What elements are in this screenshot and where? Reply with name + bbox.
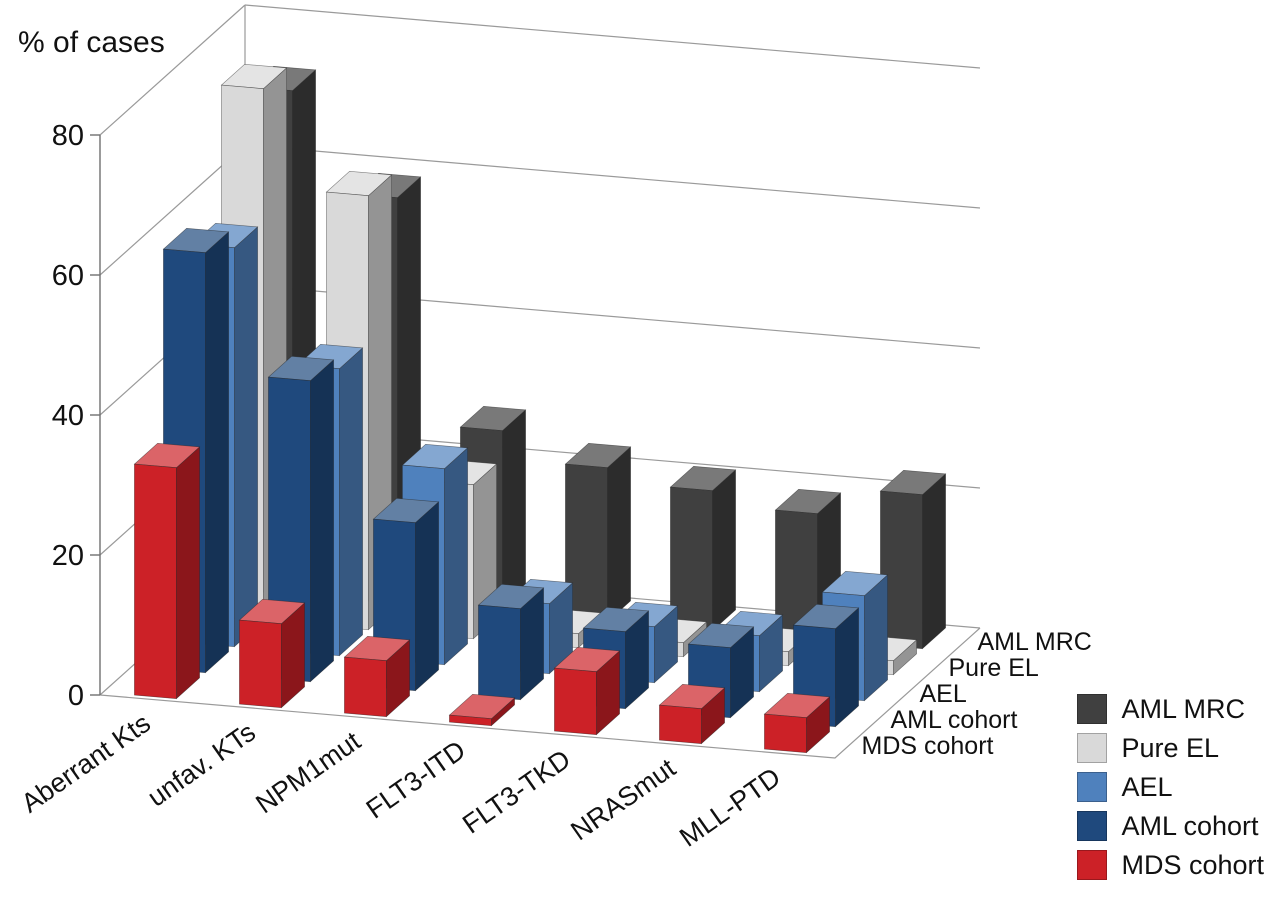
x-category-label: NRASmut [565,753,681,847]
y-tick-label: 60 [52,260,84,292]
gridline [99,144,246,276]
legend-swatch [1077,850,1108,880]
x-category-label: Aberrant Kts [16,708,156,819]
legend-label: AEL [1121,772,1173,802]
bar-mds-cohort-aberrant-kts [133,442,201,700]
legend-item-ael: AEL [1077,772,1264,802]
series-axis-label: AEL [920,680,967,708]
bar-face [234,226,258,648]
y-tick-label: 80 [52,120,84,152]
series-axis-label: MDS cohort [862,732,994,760]
bar-face [922,473,946,650]
x-category-label: unfav. KTs [142,717,261,813]
gridline [244,4,981,69]
bar-mds-cohort-nrasmut [658,683,726,745]
x-category-label: MLL-PTD [674,762,786,853]
bar-mds-cohort-mll-ptd [763,692,831,754]
legend-label: AML cohort [1121,811,1259,841]
legend-swatch [1077,694,1108,724]
bar-face [449,714,492,727]
series-axis-label: AML cohort [891,706,1018,734]
bar-aml-mrc-mll-ptd [879,469,947,650]
bar-face [176,446,200,700]
bar-face [239,619,282,709]
legend: AML MRC Pure EL AEL AML cohort MDS cohort [1077,694,1264,880]
legend-label: Pure EL [1121,733,1220,763]
bar-face [134,463,177,700]
bar-mds-cohort-flt3-tkd [553,646,621,736]
bar-mds-cohort-unfav-kts [238,598,306,709]
legend-item-aml-mrc: AML MRC [1077,694,1264,724]
floor-edge [99,627,981,759]
y-tick-label: 20 [52,540,84,572]
legend-swatch [1077,733,1108,763]
bar-mds-cohort-npm1mut [343,635,411,718]
y-axis-title: % of cases [18,26,165,59]
bar-face [864,574,888,702]
bar-mds-cohort-flt3-itd [448,693,516,727]
bar-face [764,713,807,754]
x-category-label: FLT3-ITD [361,735,471,825]
bar-face [448,693,516,720]
legend-swatch [1077,772,1108,802]
legend-item-pure-el: Pure EL [1077,733,1264,763]
legend-label: AML MRC [1121,694,1245,724]
gridline [99,4,246,136]
bar-face [607,446,631,623]
bar-face [502,409,526,614]
bar-face [712,469,736,632]
legend-swatch [1077,811,1108,841]
gridline [244,144,981,209]
y-tick-label: 0 [68,680,84,712]
y-tick-label: 40 [52,400,84,432]
bar-face [310,359,334,683]
bar-aml-mrc-flt3-itd [564,442,632,623]
bar-face [415,501,439,692]
bar-face [205,231,229,674]
x-category-label: NPM1mut [250,726,366,820]
bar-face [344,656,387,718]
bar-aml-cohort-flt3-itd [477,583,545,701]
bar-face [339,347,363,657]
series-axis-label: AML MRC [978,628,1092,656]
bar-face [478,604,521,701]
series-axis-label: Pure EL [949,654,1039,682]
legend-label: MDS cohort [1121,850,1264,880]
legend-item-mds-cohort: MDS cohort [1077,850,1264,880]
bar-aml-mrc-flt3-tkd [669,465,737,632]
bar-face [444,447,468,666]
legend-item-aml-cohort: AML cohort [1077,811,1264,841]
bar-face [554,667,597,736]
bar-face [659,704,702,745]
x-category-label: FLT3-TKD [457,744,576,840]
